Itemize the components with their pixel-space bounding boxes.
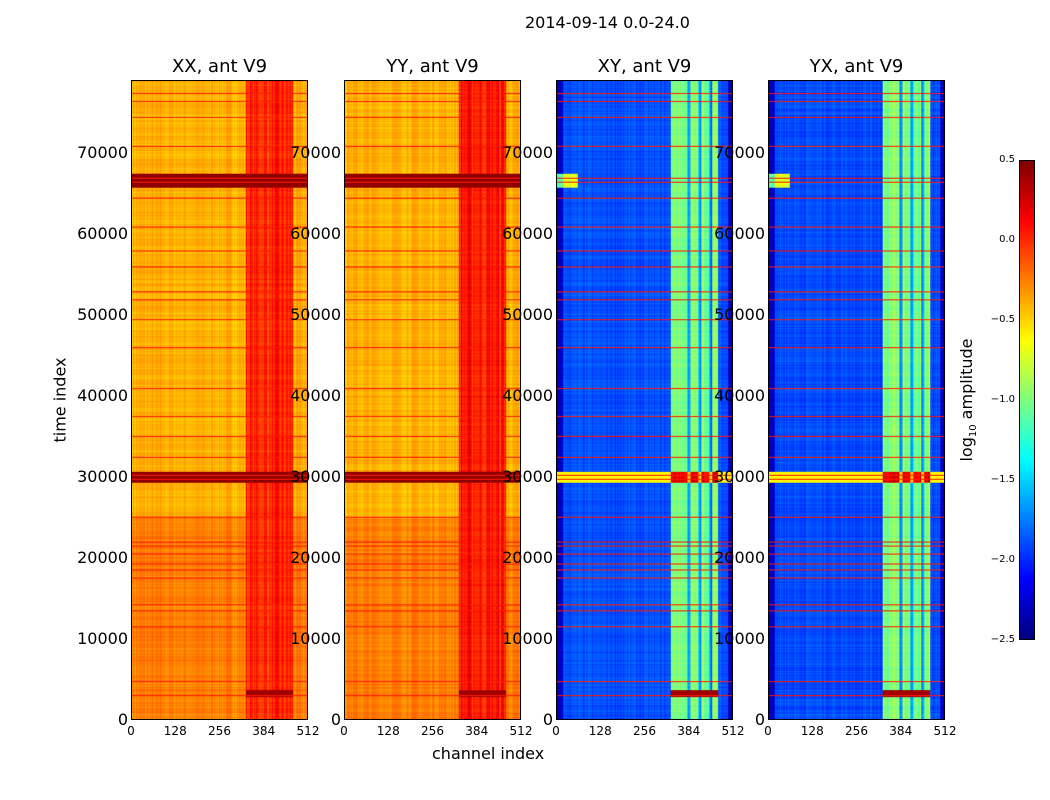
x-tick-label: 128 xyxy=(163,724,187,738)
heatmap-panel xyxy=(556,80,733,720)
y-tick-label: 20000 xyxy=(77,547,128,567)
x-tick-label: 512 xyxy=(721,724,745,738)
panel-title: XY, ant V9 xyxy=(597,56,692,77)
y-tick-label: 70000 xyxy=(77,142,128,162)
x-tick-label: 128 xyxy=(800,724,824,738)
y-tick-label: 60000 xyxy=(502,223,553,243)
y-tick-label: 30000 xyxy=(502,466,553,486)
x-tick-label: 256 xyxy=(208,724,231,738)
heatmap-panel xyxy=(131,80,308,720)
y-tick-label: 30000 xyxy=(290,466,341,486)
y-tick-label: 50000 xyxy=(714,304,765,324)
heatmap-panel xyxy=(344,80,521,720)
colorbar-tick-label: −2.0 xyxy=(990,554,1015,565)
colorbar-label: log10 amplitude xyxy=(956,338,980,462)
panel-title: XX, ant V9 xyxy=(171,56,268,77)
y-tick-label: 0 xyxy=(542,710,553,729)
colorbar-tick-label: 0.0 xyxy=(999,234,1015,245)
x-tick-label: 256 xyxy=(421,724,444,738)
y-tick-label: 60000 xyxy=(714,223,765,243)
y-tick-label: 10000 xyxy=(77,628,128,648)
colorbar xyxy=(1019,160,1035,640)
y-tick-label: 70000 xyxy=(290,142,341,162)
x-tick-label: 384 xyxy=(465,724,489,738)
y-tick-label: 50000 xyxy=(290,304,341,324)
y-tick-label: 60000 xyxy=(290,223,341,243)
x-tick-label: 256 xyxy=(845,724,868,738)
x-axis-label: channel index xyxy=(432,744,545,763)
x-tick-label: 384 xyxy=(677,724,701,738)
x-tick-label: 0 xyxy=(127,724,135,738)
heatmap-panel xyxy=(768,80,945,720)
panel-title: YX, ant V9 xyxy=(809,56,904,77)
x-tick-label: 512 xyxy=(509,724,533,738)
x-tick-label: 384 xyxy=(889,724,913,738)
y-tick-label: 10000 xyxy=(714,628,765,648)
x-tick-label: 512 xyxy=(296,724,320,738)
x-tick-label: 128 xyxy=(376,724,400,738)
y-tick-label: 70000 xyxy=(714,142,765,162)
colorbar-tick-label: −0.5 xyxy=(990,314,1015,325)
y-tick-label: 30000 xyxy=(77,466,128,486)
x-tick-label: 0 xyxy=(340,724,348,738)
x-tick-label: 128 xyxy=(588,724,612,738)
y-tick-label: 30000 xyxy=(714,466,765,486)
y-tick-label: 50000 xyxy=(502,304,553,324)
y-tick-label: 50000 xyxy=(77,304,128,324)
y-tick-label: 0 xyxy=(754,710,765,729)
y-tick-label: 40000 xyxy=(290,385,341,405)
x-tick-label: 512 xyxy=(933,724,957,738)
y-tick-label: 40000 xyxy=(77,385,128,405)
y-tick-label: 60000 xyxy=(77,223,128,243)
colorbar-tick-label: −1.0 xyxy=(990,394,1015,405)
x-tick-label: 256 xyxy=(633,724,656,738)
colorbar-tick-label: −2.5 xyxy=(990,634,1015,645)
panel-title: YY, ant V9 xyxy=(386,56,479,77)
colorbar-tick-label: 0.5 xyxy=(999,154,1015,165)
colorbar-tick-label: −1.5 xyxy=(990,474,1015,485)
y-tick-label: 70000 xyxy=(502,142,553,162)
x-tick-label: 0 xyxy=(552,724,560,738)
y-tick-label: 20000 xyxy=(714,547,765,567)
y-tick-label: 10000 xyxy=(290,628,341,648)
figure-suptitle: 2014-09-14 0.0-24.0 xyxy=(525,13,690,32)
y-tick-label: 40000 xyxy=(714,385,765,405)
y-tick-label: 20000 xyxy=(290,547,341,567)
y-tick-label: 40000 xyxy=(502,385,553,405)
x-tick-label: 384 xyxy=(252,724,276,738)
y-tick-label: 10000 xyxy=(502,628,553,648)
y-tick-label: 20000 xyxy=(502,547,553,567)
x-tick-label: 0 xyxy=(764,724,772,738)
y-tick-label: 0 xyxy=(330,710,341,729)
y-axis-label: time index xyxy=(50,357,70,443)
y-tick-label: 0 xyxy=(117,710,128,729)
